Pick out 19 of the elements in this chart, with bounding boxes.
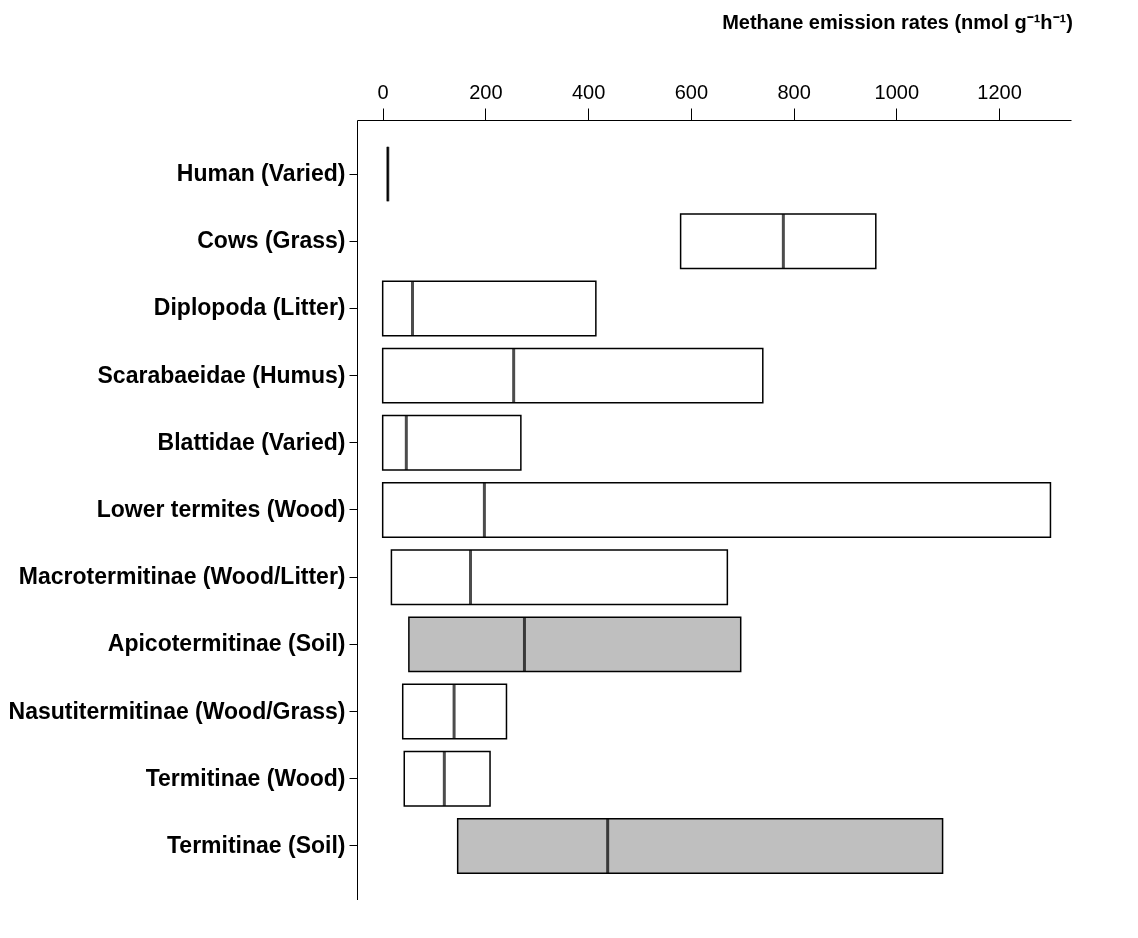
x-axis-title: Methane emission rates (nmol g⁻¹h⁻¹)	[722, 10, 1073, 33]
x-tick-label: 0	[377, 80, 389, 103]
y-tick-label: Human (Varied)	[176, 160, 346, 187]
x-tick-label: 400	[571, 80, 606, 103]
x-tick-label: 200	[469, 80, 503, 103]
x-tick-label: 600	[674, 80, 709, 103]
y-tick-label: Termitinae (Wood)	[145, 764, 346, 791]
y-tick-label: Nasutitermitinae (Wood/Grass)	[8, 697, 346, 724]
y-tick-label: Macrotermitinae (Wood/Litter)	[18, 563, 346, 590]
y-tick-label: Scarabaeidae (Humus)	[97, 361, 346, 388]
x-tick-label: 1000	[874, 80, 920, 103]
y-tick-label: Lower termites (Wood)	[96, 496, 346, 522]
y-tick-label: Diplopoda (Litter)	[153, 294, 346, 321]
y-tick-label: Apicotermitinae (Soil)	[107, 630, 346, 657]
y-tick-label: Termitinae (Soil)	[167, 831, 346, 858]
y-tick-label: Cows (Grass)	[197, 227, 346, 254]
x-tick-label: 800	[777, 80, 811, 103]
x-tick-label: 1200	[977, 80, 1022, 103]
y-tick-label: Blattidae (Varied)	[157, 428, 346, 455]
